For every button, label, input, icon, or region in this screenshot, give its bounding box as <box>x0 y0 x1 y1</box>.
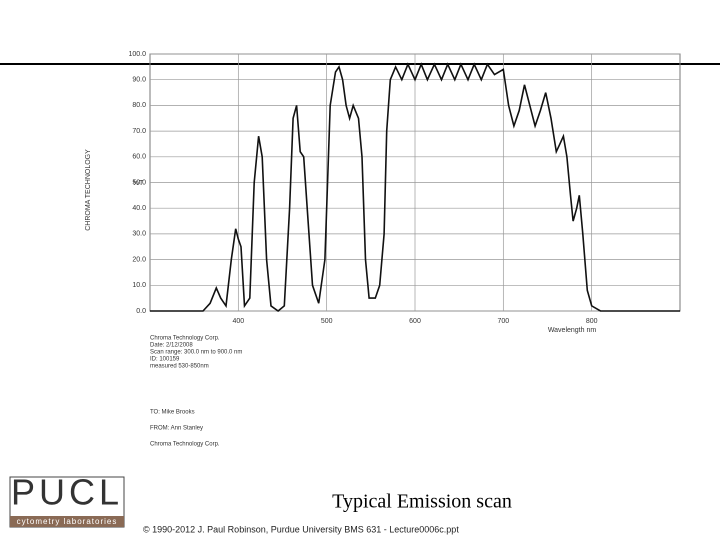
x-tick-label: 600 <box>409 318 421 325</box>
scan-note: Scan range: 300.0 nm to 900.0 nm <box>150 350 242 356</box>
logo-subtitle: cytometry laboratories <box>17 517 118 526</box>
y-tick-label: 70.0 <box>132 128 146 135</box>
y-tick-label: 10.0 <box>132 282 146 289</box>
footer: © 1990-2012 J. Paul Robinson, Purdue Uni… <box>143 524 459 534</box>
y-tick-label: 20.0 <box>132 256 146 263</box>
y-tick-label: 90.0 <box>132 77 146 84</box>
scan-note: FROM: Ann Stanley <box>150 426 203 432</box>
x-tick-label: 700 <box>497 318 509 325</box>
y-tick-label: 0.0 <box>136 308 146 315</box>
y-tick-label: 80.0 <box>132 102 146 109</box>
x-axis-label: Wavelength nm <box>548 327 597 334</box>
y-tick-label: 50.0 <box>132 179 146 186</box>
scan-note: Chroma Technology Corp. <box>150 442 220 448</box>
y-tick-label: 40.0 <box>132 205 146 212</box>
x-tick-label: 500 <box>321 318 333 325</box>
scan-note: Date: 2/12/2008 <box>150 343 193 349</box>
side-text: CHROMA TECHNOLOGY <box>85 149 92 231</box>
y-axis-label: %T <box>133 180 144 187</box>
y-tick-label: 100.0 <box>128 51 146 58</box>
logo-band <box>10 516 124 527</box>
scan-note: Chroma Technology Corp. <box>150 336 220 342</box>
emission-curve <box>150 62 680 313</box>
x-tick-label: 400 <box>232 318 244 325</box>
slide-title: Typical Emission scan <box>332 491 512 513</box>
logo-name: PUCL <box>11 472 123 513</box>
scan-note: TO: Mike Brooks <box>150 410 195 416</box>
y-tick-label: 30.0 <box>132 231 146 238</box>
scan-note: measured 530-850nm <box>150 364 209 370</box>
x-tick-label: 800 <box>586 318 598 325</box>
scan-note: ID: 100159 <box>150 357 180 363</box>
y-tick-label: 60.0 <box>132 154 146 161</box>
